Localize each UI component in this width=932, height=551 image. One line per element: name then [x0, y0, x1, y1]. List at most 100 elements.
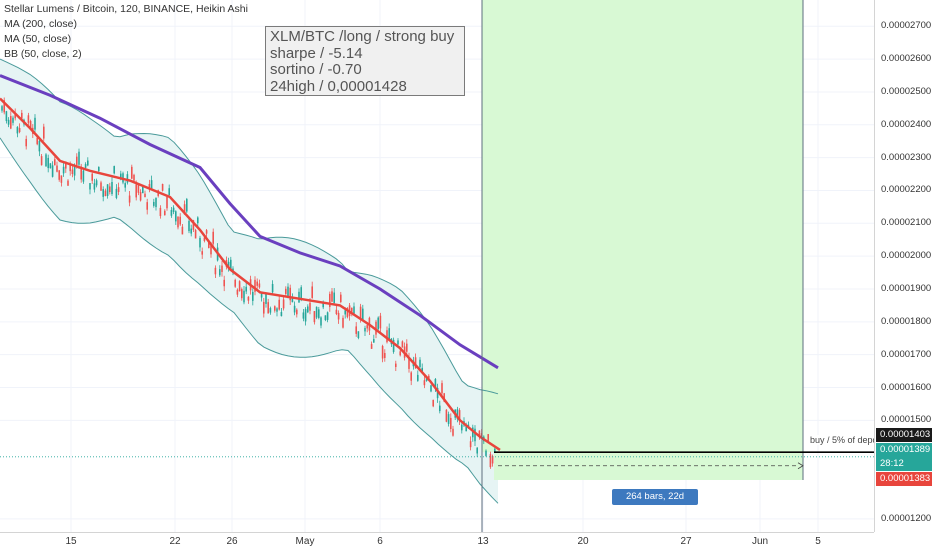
candle-body	[113, 166, 115, 174]
price-tick: 0.00002300	[881, 151, 932, 163]
candle-body	[280, 312, 283, 317]
text-note-box[interactable]: XLM/BTC /long / strong buy sharpe / -5.1…	[265, 26, 465, 96]
symbol-title[interactable]: Stellar Lumens / Bitcoin, 120, BINANCE, …	[4, 3, 248, 15]
candle-body	[128, 195, 131, 203]
candle-body	[236, 289, 239, 295]
price-tick: 0.00002500	[881, 85, 932, 97]
candle-body	[194, 230, 197, 239]
price-tick: 0.00002000	[881, 250, 932, 262]
position-label: buy / 5% of depo	[810, 435, 878, 445]
bollinger-band-fill	[0, 59, 498, 504]
candle-body	[450, 417, 452, 429]
candle-body	[304, 309, 307, 322]
candle-body	[62, 166, 65, 174]
candle-body	[252, 291, 254, 301]
candle-body	[443, 393, 445, 402]
price-tick: 0.00001500	[881, 414, 932, 426]
candle-body	[364, 327, 366, 332]
candle-body	[491, 456, 494, 464]
candle-body	[267, 302, 269, 314]
candle-body	[43, 126, 45, 139]
candle-body	[289, 287, 291, 301]
current-price-badge: 0.00001389	[876, 443, 932, 457]
candle-body	[5, 111, 8, 122]
candle-body	[100, 182, 102, 191]
candle-body	[362, 308, 364, 320]
candle-body	[397, 340, 399, 345]
candle-body	[56, 165, 58, 172]
candle-body	[313, 311, 316, 323]
candle-body	[247, 296, 250, 301]
candle-body	[82, 170, 85, 182]
candle-body	[342, 317, 344, 328]
time-tick: 26	[226, 536, 238, 547]
candle-body	[274, 306, 276, 311]
candle-body	[430, 385, 432, 392]
candle-body	[278, 299, 280, 310]
candle-body	[186, 199, 188, 212]
candle-body	[401, 341, 404, 348]
candle-body	[45, 154, 47, 167]
candle-body	[98, 167, 100, 172]
candle-body	[155, 197, 157, 208]
candle-body	[326, 312, 329, 320]
candle-body	[159, 207, 162, 217]
candle-body	[93, 183, 96, 190]
price-chart[interactable]	[0, 0, 874, 532]
candle-body	[357, 331, 360, 338]
candle-body	[10, 116, 12, 129]
note-line-1: XLM/BTC /long / strong buy	[270, 28, 455, 45]
candle-body	[1, 106, 3, 111]
price-tick: 0.00001900	[881, 282, 932, 294]
candle-body	[256, 281, 258, 286]
candle-body	[238, 281, 241, 292]
price-tick: 0.00002600	[881, 53, 932, 65]
candle-body	[263, 301, 265, 314]
entry-price-badge: 0.00001403	[876, 428, 932, 442]
candle-body	[461, 424, 463, 431]
candle-body	[346, 307, 349, 318]
candle-body	[111, 181, 113, 195]
candle-body	[322, 301, 324, 308]
price-tick: 0.00002400	[881, 118, 932, 130]
candle-body	[175, 211, 177, 222]
long-position-tool	[0, 0, 874, 532]
candle-body	[34, 117, 36, 130]
candle-body	[291, 297, 294, 303]
bollinger-lower-line	[0, 137, 499, 504]
candle-body	[434, 379, 437, 388]
candle-body	[40, 156, 43, 166]
candle-body	[87, 160, 89, 166]
candle-body	[335, 309, 338, 315]
projection-arrow-icon	[797, 462, 804, 470]
candle-body	[353, 306, 355, 314]
candle-body	[243, 290, 245, 303]
candle-body	[485, 450, 487, 456]
candle-body	[71, 169, 74, 175]
candle-body	[419, 359, 421, 368]
bb-legend[interactable]: BB (50, close, 2)	[4, 48, 82, 60]
candle-body	[432, 399, 434, 407]
candle-body	[474, 428, 476, 442]
ma50-legend[interactable]: MA (50, close)	[4, 33, 72, 45]
candle-body	[142, 185, 144, 194]
candle-body	[14, 113, 16, 119]
candle-body	[49, 163, 52, 169]
time-axis[interactable]: 15 22 26 May 6 13 20 27 Jun 5	[0, 532, 874, 551]
candle-body	[102, 189, 104, 197]
candle-body	[51, 165, 54, 177]
price-tick: 0.00001200	[881, 512, 932, 524]
candle-body	[76, 156, 78, 165]
candle-body	[146, 202, 148, 210]
price-tick: 0.00001600	[881, 381, 932, 393]
candle-body	[276, 308, 278, 312]
candle-body	[137, 184, 140, 193]
ma200-legend[interactable]: MA (200, close)	[4, 18, 77, 30]
bollinger-upper-line	[0, 58, 499, 395]
note-line-3: sortino / -0.70	[270, 61, 362, 78]
candle-body	[212, 231, 214, 244]
candle-body	[148, 184, 151, 188]
candle-body	[436, 387, 439, 399]
price-axis[interactable]: 0.00002700 0.00002600 0.00002500 0.00002400…	[874, 0, 932, 532]
stop-price-badge: 0.00001383	[876, 472, 932, 486]
